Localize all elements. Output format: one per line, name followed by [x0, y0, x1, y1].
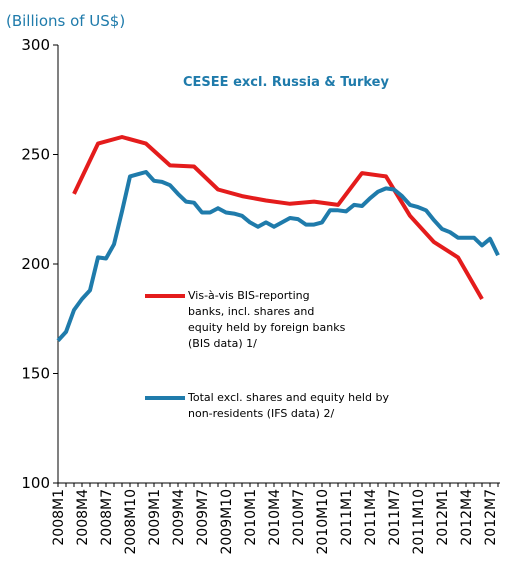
x-tick-label: 2010M1: [243, 489, 259, 546]
x-tick-label: 2011M4: [363, 489, 379, 546]
x-tick-label: 2011M1: [339, 489, 355, 546]
x-tick-label: 2009M4: [171, 489, 187, 546]
x-tick-label: 2010M10: [315, 489, 331, 555]
legend-label: Vis-à-vis BIS-reporting banks, incl. sha…: [188, 289, 346, 350]
series-line: [72, 135, 484, 300]
x-tick-label: 2008M1: [51, 489, 67, 546]
x-tick-label: 2012M4: [459, 489, 475, 546]
y-tick-label: 200: [21, 255, 50, 273]
x-tick-label: 2012M1: [435, 489, 451, 546]
x-tick-label: 2010M4: [267, 489, 283, 546]
annotation: CESEE excl. Russia & Turkey: [183, 75, 389, 90]
series-line: [56, 170, 500, 342]
x-tick-label: 2011M10: [411, 489, 427, 555]
x-tick-label: 2011M7: [387, 489, 403, 546]
x-tick-label: 2012M7: [483, 489, 499, 546]
x-tick-label: 2008M10: [123, 489, 139, 555]
x-tick-label: 2008M4: [75, 489, 91, 546]
x-tick-label: 2009M7: [195, 489, 211, 546]
chart-subtitle: (Billions of US$): [6, 12, 125, 30]
x-tick-label: 2010M7: [291, 489, 307, 546]
y-tick-label: 250: [21, 146, 50, 164]
legend-label: Total excl. shares and equity held by no…: [188, 391, 389, 420]
x-tick-label: 2009M1: [147, 489, 163, 546]
y-tick-label: 300: [21, 36, 50, 54]
x-tick-label: 2008M7: [99, 489, 115, 546]
x-tick-label: 2009M10: [219, 489, 235, 555]
y-tick-label: 150: [21, 365, 50, 383]
y-tick-label: 100: [21, 474, 50, 492]
